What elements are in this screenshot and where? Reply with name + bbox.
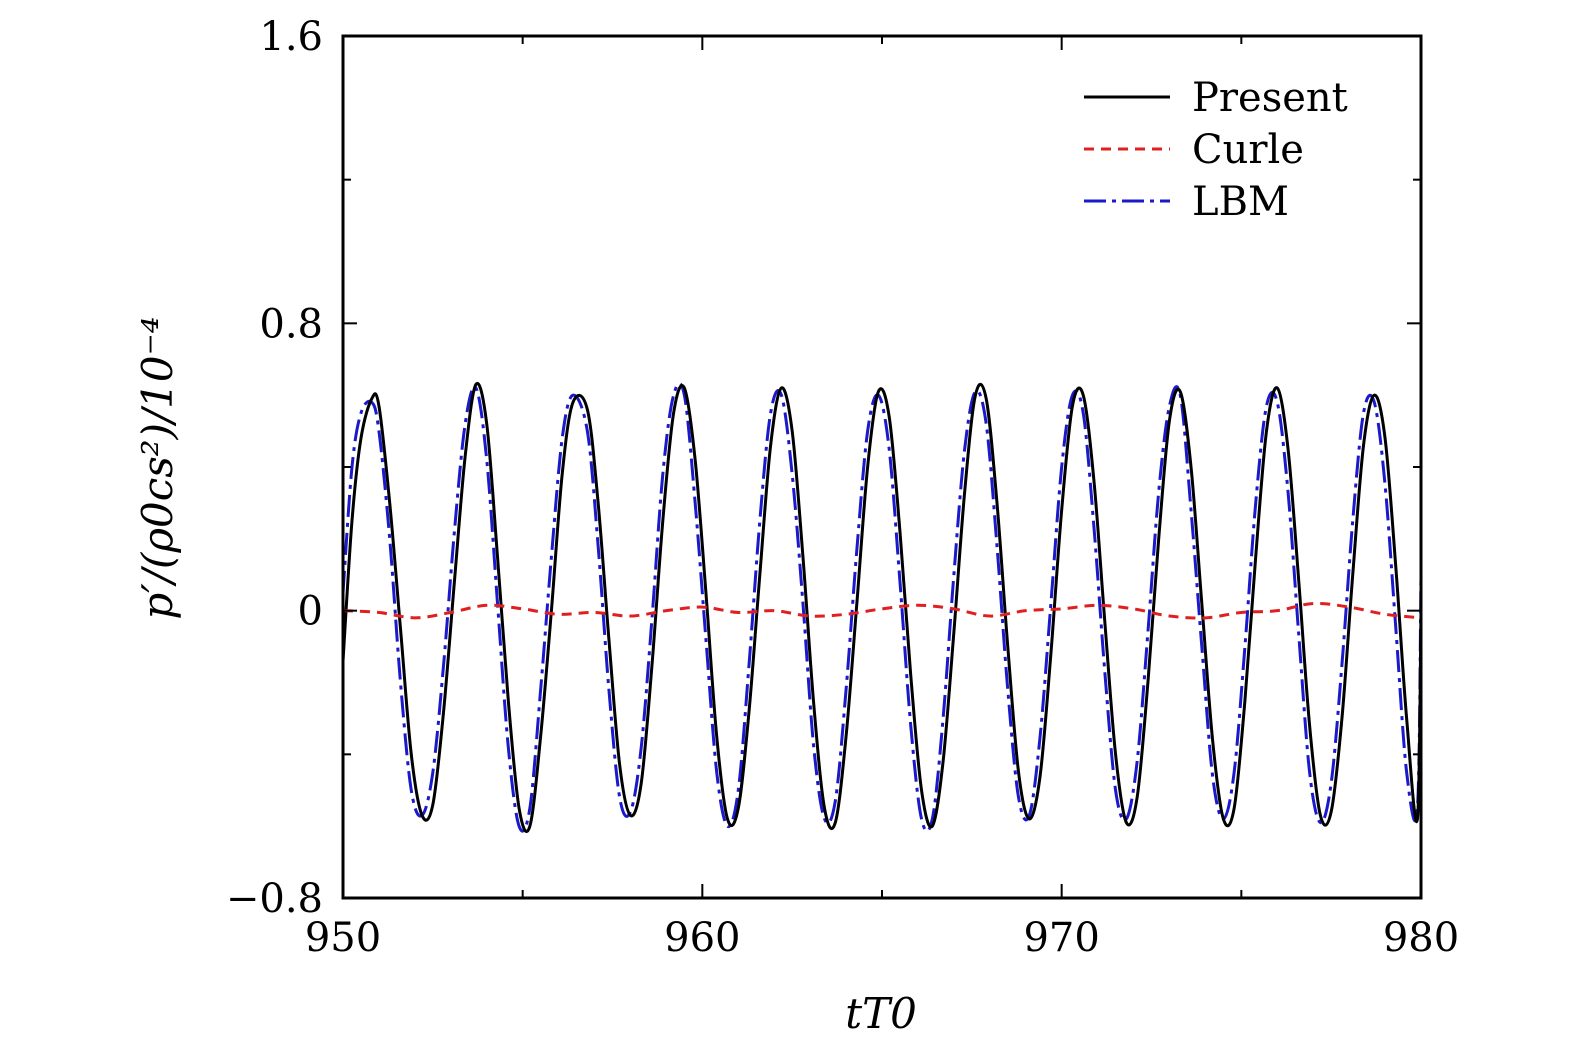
- series-line-present: [343, 381, 1421, 833]
- x-tick-label: 960: [664, 915, 740, 961]
- legend-label-present: Present: [1192, 75, 1348, 121]
- ticks-layer: 950 960 970 980 −0.8 0 0.8 1.6: [226, 14, 1459, 961]
- series-line-lbm: [343, 381, 1421, 833]
- y-axis-title: p′/(ρ0cs²)/10⁻⁴: [133, 316, 182, 619]
- x-tick-label: 980: [1383, 915, 1459, 961]
- y-tick-label: −0.8: [226, 876, 323, 922]
- legend-label-curle: Curle: [1192, 127, 1304, 173]
- series-layer: [343, 381, 1421, 833]
- x-tick-label: 970: [1023, 915, 1099, 961]
- y-tick-label: 0: [298, 589, 323, 635]
- y-tick-label: 1.6: [259, 14, 323, 60]
- y-tick-label: 0.8: [259, 301, 323, 347]
- legend: Present Curle LBM: [1084, 75, 1348, 225]
- x-tick-label: 950: [305, 915, 381, 961]
- x-axis-title: tT0: [845, 989, 917, 1038]
- series-line-curle: [343, 601, 1421, 620]
- legend-label-lbm: LBM: [1192, 179, 1289, 225]
